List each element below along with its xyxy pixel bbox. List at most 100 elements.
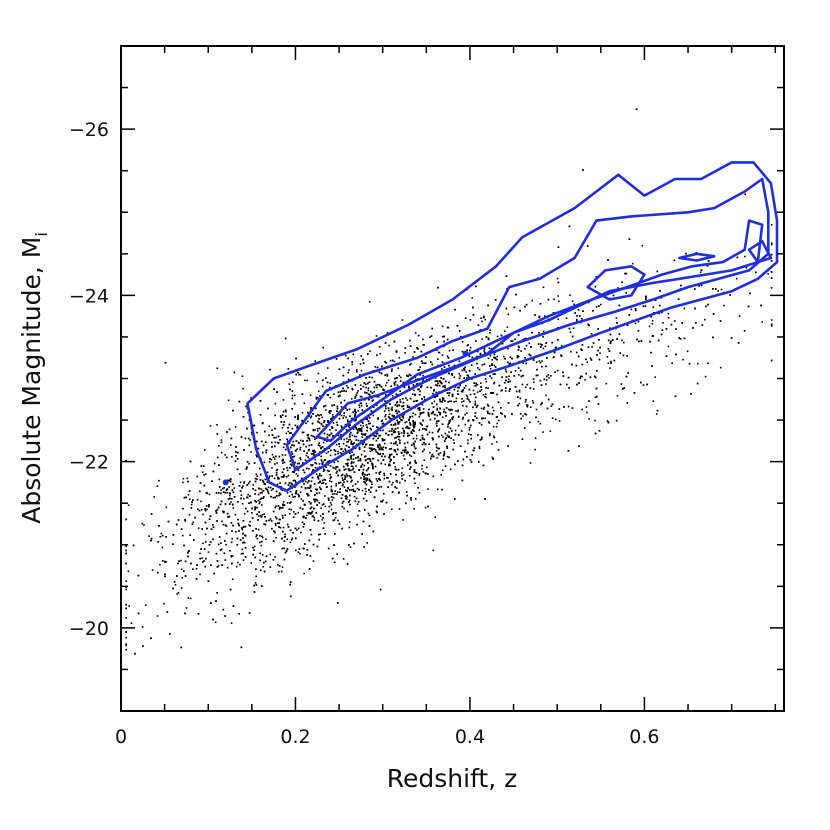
data-point [621,388,624,390]
data-point [600,303,602,306]
data-point [357,431,359,433]
data-point [372,444,374,446]
data-point [610,362,612,364]
data-point [350,440,353,443]
data-point [342,479,344,481]
data-point [381,438,384,440]
data-point [589,357,592,360]
data-point [487,337,490,340]
data-point [289,460,291,462]
data-point [448,381,450,384]
data-point [424,443,427,446]
data-point [184,560,187,563]
data-point [309,503,312,505]
data-point [458,360,461,363]
data-point [378,486,380,488]
data-point [391,491,394,493]
data-point [342,483,344,486]
data-point [261,540,263,543]
data-point [182,477,185,480]
data-point [534,437,537,439]
data-point [655,413,658,415]
data-point [362,520,365,523]
data-point [355,426,357,429]
data-point [310,490,312,492]
data-point [243,541,245,544]
data-point [230,541,233,544]
data-point [407,435,409,437]
data-point [323,478,326,481]
data-point [432,410,434,413]
data-point [346,409,348,411]
data-point [378,346,381,348]
data-point [431,431,434,434]
data-point [488,422,491,424]
data-point [359,429,361,432]
data-point [161,546,164,549]
data-point [469,459,472,461]
data-point [315,499,318,501]
data-point [316,475,319,478]
data-point [556,277,559,280]
data-point [291,408,293,410]
data-point [522,415,524,417]
data-point [352,467,355,470]
data-point [404,451,406,453]
data-point [744,255,746,258]
data-point [279,439,281,441]
data-point [307,433,309,436]
data-point [158,479,160,482]
data-point [322,513,324,515]
data-point [225,543,227,546]
data-point [130,622,133,624]
data-point [252,553,254,556]
data-point [233,487,235,489]
data-point [284,415,287,417]
data-point [332,422,335,424]
data-point [607,339,610,342]
data-point [239,473,241,475]
data-point [208,504,210,506]
data-point [430,361,432,363]
data-point [371,462,373,465]
data-point [208,518,211,520]
data-point [607,259,609,261]
data-point [301,393,304,395]
data-point [423,344,425,346]
data-point [246,496,248,499]
data-point [374,435,376,438]
data-point [323,405,325,408]
data-point [350,417,353,420]
data-point [699,271,702,274]
data-point [392,359,394,362]
data-point [315,473,318,475]
data-point [345,390,347,393]
data-point [351,361,353,363]
data-point [701,324,704,326]
data-point [659,290,661,292]
data-point [316,499,319,502]
data-point [491,363,493,365]
data-point [205,557,207,560]
data-point [389,418,392,420]
data-point [237,501,239,503]
data-point [540,343,542,346]
data-point [355,435,358,438]
data-point [301,508,304,510]
data-point [518,389,521,392]
data-point [405,502,407,505]
data-point [617,287,619,289]
data-point [182,507,184,510]
data-point [472,419,474,421]
data-point [368,393,371,396]
data-point [332,466,334,469]
data-point [337,452,339,455]
data-point [243,513,246,515]
data-point [316,467,319,469]
data-point [326,436,329,439]
data-point [289,541,292,544]
data-point [300,458,302,461]
data-point [323,522,325,524]
data-point [329,502,332,504]
data-point [391,430,393,432]
